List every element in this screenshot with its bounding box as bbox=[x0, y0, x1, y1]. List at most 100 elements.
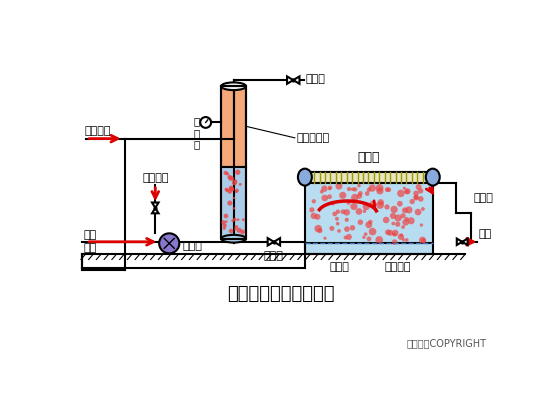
Circle shape bbox=[385, 229, 391, 235]
Circle shape bbox=[363, 209, 366, 213]
Circle shape bbox=[340, 209, 345, 214]
Circle shape bbox=[419, 237, 426, 244]
Text: 空气进入: 空气进入 bbox=[85, 126, 111, 136]
Circle shape bbox=[376, 187, 384, 195]
Circle shape bbox=[420, 223, 423, 227]
Circle shape bbox=[400, 234, 403, 237]
Circle shape bbox=[418, 196, 424, 202]
Text: 放气阀: 放气阀 bbox=[306, 74, 326, 84]
Circle shape bbox=[376, 201, 384, 209]
Circle shape bbox=[225, 188, 229, 192]
Ellipse shape bbox=[298, 169, 312, 185]
Circle shape bbox=[402, 238, 405, 242]
Circle shape bbox=[344, 209, 350, 216]
Circle shape bbox=[402, 219, 409, 226]
Circle shape bbox=[329, 226, 334, 231]
Circle shape bbox=[383, 217, 390, 223]
Circle shape bbox=[353, 187, 357, 191]
Circle shape bbox=[367, 187, 371, 192]
Text: 气浮池: 气浮池 bbox=[473, 193, 493, 203]
Circle shape bbox=[378, 199, 384, 205]
Circle shape bbox=[231, 177, 235, 181]
Circle shape bbox=[221, 220, 226, 225]
Circle shape bbox=[312, 199, 316, 203]
Circle shape bbox=[414, 195, 419, 201]
Circle shape bbox=[320, 190, 324, 193]
Circle shape bbox=[309, 207, 315, 213]
Circle shape bbox=[375, 236, 383, 244]
Circle shape bbox=[404, 188, 410, 194]
Circle shape bbox=[350, 225, 355, 230]
Circle shape bbox=[344, 226, 350, 232]
Circle shape bbox=[357, 219, 363, 225]
Circle shape bbox=[234, 228, 237, 230]
Circle shape bbox=[369, 184, 376, 192]
Circle shape bbox=[384, 205, 390, 210]
Circle shape bbox=[392, 239, 397, 245]
Polygon shape bbox=[152, 203, 158, 208]
Circle shape bbox=[323, 236, 327, 240]
Circle shape bbox=[227, 189, 232, 194]
Circle shape bbox=[395, 222, 401, 227]
Text: 压力溶气罐: 压力溶气罐 bbox=[296, 133, 329, 143]
Bar bbox=[221, 86, 246, 167]
Polygon shape bbox=[457, 238, 462, 245]
Circle shape bbox=[374, 203, 377, 206]
Circle shape bbox=[315, 225, 322, 232]
Circle shape bbox=[385, 187, 390, 192]
Circle shape bbox=[405, 238, 409, 242]
Circle shape bbox=[404, 217, 409, 221]
Circle shape bbox=[239, 183, 242, 186]
Circle shape bbox=[231, 219, 234, 222]
Circle shape bbox=[350, 203, 357, 210]
Ellipse shape bbox=[426, 169, 439, 185]
Text: 减压阀: 减压阀 bbox=[264, 251, 284, 261]
Circle shape bbox=[237, 228, 242, 233]
Circle shape bbox=[225, 220, 227, 223]
Circle shape bbox=[415, 209, 421, 215]
Circle shape bbox=[358, 191, 363, 196]
Bar bbox=[305, 172, 433, 183]
Circle shape bbox=[413, 191, 419, 196]
Circle shape bbox=[330, 201, 335, 205]
Circle shape bbox=[227, 175, 232, 179]
Circle shape bbox=[347, 187, 351, 191]
Circle shape bbox=[368, 220, 373, 224]
Circle shape bbox=[321, 185, 328, 192]
Circle shape bbox=[391, 206, 398, 213]
Text: 刮渣机: 刮渣机 bbox=[357, 151, 380, 164]
Circle shape bbox=[229, 229, 233, 233]
Circle shape bbox=[364, 232, 368, 236]
Bar bbox=[221, 167, 246, 238]
Circle shape bbox=[401, 225, 405, 229]
Ellipse shape bbox=[221, 235, 246, 242]
Circle shape bbox=[317, 228, 322, 233]
Circle shape bbox=[418, 188, 423, 193]
Circle shape bbox=[200, 117, 211, 128]
Circle shape bbox=[229, 185, 234, 191]
Circle shape bbox=[335, 183, 342, 190]
Circle shape bbox=[421, 238, 426, 243]
Circle shape bbox=[345, 218, 349, 222]
Circle shape bbox=[322, 195, 328, 201]
Text: 部分溶气气浮工艺流程: 部分溶气气浮工艺流程 bbox=[227, 285, 335, 303]
Circle shape bbox=[233, 207, 235, 210]
Circle shape bbox=[416, 184, 421, 190]
Circle shape bbox=[406, 206, 413, 213]
Circle shape bbox=[367, 236, 372, 241]
Polygon shape bbox=[293, 76, 299, 84]
Text: 出水: 出水 bbox=[478, 230, 492, 240]
Circle shape bbox=[226, 172, 229, 176]
Circle shape bbox=[242, 218, 245, 221]
Circle shape bbox=[339, 192, 346, 199]
Text: 加压泵: 加压泵 bbox=[182, 242, 202, 252]
Circle shape bbox=[159, 233, 179, 254]
Circle shape bbox=[401, 213, 406, 219]
Circle shape bbox=[344, 236, 347, 240]
Circle shape bbox=[235, 170, 241, 175]
Circle shape bbox=[369, 201, 376, 207]
Circle shape bbox=[235, 225, 238, 229]
Circle shape bbox=[335, 217, 339, 221]
Circle shape bbox=[397, 189, 404, 197]
Circle shape bbox=[315, 214, 321, 220]
